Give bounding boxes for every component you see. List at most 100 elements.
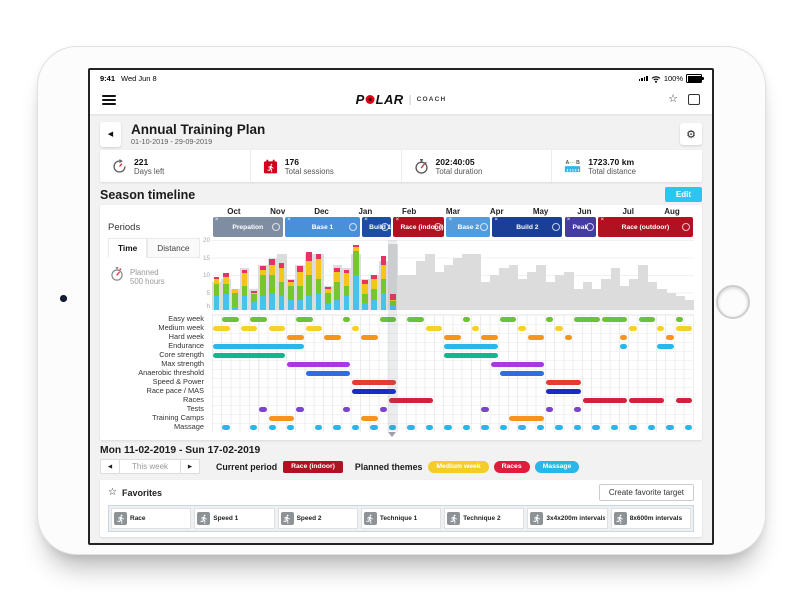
actual-bar-segment — [381, 256, 387, 265]
stat-label: Days left — [134, 167, 164, 176]
gantt-segment — [389, 398, 433, 403]
runner-icon — [114, 512, 127, 525]
period-resize-handle[interactable] — [349, 223, 357, 231]
planned-bar — [675, 296, 685, 310]
period-close-icon[interactable]: × — [494, 216, 498, 223]
periods-track: ×Prepation×Base 1×Build 1×Race (indoor)×… — [212, 217, 694, 237]
actual-bar-segment — [306, 252, 312, 261]
page-title: Annual Training Plan — [131, 123, 265, 137]
actual-bar-segment — [251, 301, 257, 310]
gantt-segment — [380, 407, 387, 412]
actual-bar-segment — [371, 275, 377, 279]
actual-bar-segment — [316, 254, 322, 259]
period-resize-handle[interactable] — [586, 223, 594, 231]
gantt-segment — [250, 317, 267, 322]
favorites-star-icon[interactable]: ☆ — [668, 94, 678, 105]
runner-icon — [447, 512, 460, 525]
gantt-segment — [426, 326, 443, 331]
month-label: Apr — [475, 207, 519, 216]
prev-week-button[interactable]: ◀ — [100, 459, 120, 474]
favorite-card[interactable]: Technique 2 — [444, 508, 524, 529]
planned-bar — [546, 282, 556, 310]
sessions-icon — [263, 159, 278, 174]
gantt-segment — [463, 317, 470, 322]
period-block[interactable]: ×Prepation — [213, 217, 283, 237]
period-block[interactable]: ×Peak — [565, 217, 597, 237]
planned-bar — [611, 268, 621, 310]
actual-bar-segment — [242, 273, 248, 285]
actual-bar-segment — [223, 273, 229, 277]
gantt-segment — [306, 371, 350, 376]
stat-total-distance: AB 1723.70 kmTotal distance — [551, 150, 702, 182]
edit-button[interactable]: Edit — [665, 187, 702, 202]
period-close-icon[interactable]: × — [448, 216, 452, 223]
tab-time[interactable]: Time — [108, 238, 147, 258]
period-resize-handle[interactable] — [480, 223, 488, 231]
period-block[interactable]: ×Race (outdoor) — [598, 217, 692, 237]
settings-button[interactable]: ⚙ — [680, 123, 702, 145]
actual-bar-segment — [232, 289, 238, 293]
tab-distance[interactable]: Distance — [147, 238, 199, 258]
favorite-label: Speed 2 — [297, 515, 322, 522]
runner-icon — [281, 512, 294, 525]
favorite-card[interactable]: 8x600m intervals — [611, 508, 691, 529]
gantt-segment — [546, 317, 553, 322]
actual-bar-segment — [214, 284, 220, 296]
gantt-segment — [259, 407, 266, 412]
gantt-segment — [222, 425, 229, 430]
actual-bar-segment — [260, 296, 266, 310]
screen: 9:41 Wed Jun 8 100% PLAR COACH ☆ — [88, 68, 714, 545]
period-resize-handle[interactable] — [552, 223, 560, 231]
period-close-icon[interactable]: × — [364, 216, 368, 223]
actual-bar-segment — [381, 265, 387, 279]
actual-bar-segment — [288, 286, 294, 300]
home-button[interactable] — [716, 285, 750, 319]
gantt-segment — [407, 317, 424, 322]
gantt-segment — [389, 425, 396, 430]
create-favorite-button[interactable]: Create favorite target — [599, 484, 694, 501]
gantt-segment — [343, 407, 350, 412]
period-block[interactable]: ×Race (indoor) — [393, 217, 444, 237]
period-close-icon[interactable]: × — [287, 216, 291, 223]
back-button[interactable]: ◀ — [100, 122, 121, 147]
planned-bar — [583, 282, 593, 310]
period-resize-handle[interactable] — [434, 223, 442, 231]
period-label: Base 1 — [305, 224, 341, 231]
star-icon: ☆ — [108, 488, 117, 498]
favorite-card[interactable]: 3x4x200m intervals — [527, 508, 607, 529]
next-week-button[interactable]: ▶ — [180, 459, 200, 474]
period-resize-handle[interactable] — [272, 223, 280, 231]
months-row: OctNovDecJanFebMarAprMayJunJulAug — [212, 205, 694, 217]
page-date-range: 01-10-2019 - 29-09-2019 — [131, 137, 265, 146]
actual-bar-segment — [260, 275, 266, 296]
favorite-card[interactable]: Race — [111, 508, 191, 529]
runner-icon — [364, 512, 377, 525]
period-close-icon[interactable]: × — [567, 216, 571, 223]
planned-bar — [397, 275, 407, 310]
stat-label: Total distance — [588, 167, 636, 176]
period-block[interactable]: ×Build 2 — [492, 217, 562, 237]
menu-icon[interactable] — [102, 93, 116, 107]
planned-bar — [536, 265, 546, 311]
battery-icon — [686, 74, 702, 83]
period-close-icon[interactable]: × — [215, 216, 219, 223]
period-resize-handle[interactable] — [381, 223, 389, 231]
gantt-segment — [546, 389, 581, 394]
favorite-card[interactable]: Technique 1 — [361, 508, 441, 529]
favorite-card[interactable]: Speed 2 — [278, 508, 358, 529]
actual-bar-segment — [353, 275, 359, 310]
period-block[interactable]: ×Base 2 — [446, 217, 490, 237]
gantt-row-label: Speed & Power — [100, 377, 212, 386]
period-block[interactable]: ×Build 1 — [362, 217, 391, 237]
period-close-icon[interactable]: × — [395, 216, 399, 223]
favorite-card[interactable]: Speed 1 — [194, 508, 274, 529]
month-label: Jun — [563, 207, 607, 216]
device-display-icon[interactable] — [688, 94, 700, 105]
period-resize-handle[interactable] — [682, 223, 690, 231]
planned-bar — [601, 279, 611, 311]
duration-icon — [414, 159, 429, 174]
current-week-pointer[interactable] — [388, 432, 396, 437]
period-block[interactable]: × Base 1 — [285, 217, 360, 237]
period-close-icon[interactable]: × — [600, 216, 604, 223]
status-time: 9:41 — [100, 74, 115, 83]
